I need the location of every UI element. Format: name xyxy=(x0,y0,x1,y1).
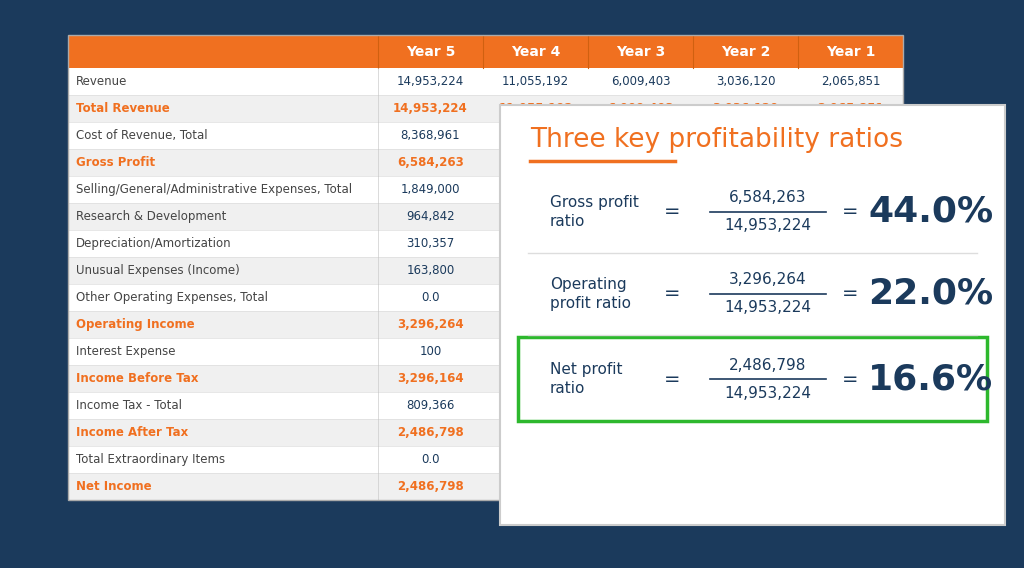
Text: Operating
profit ratio: Operating profit ratio xyxy=(550,277,631,311)
FancyBboxPatch shape xyxy=(68,419,903,446)
Text: 14,953,224: 14,953,224 xyxy=(725,386,811,400)
Text: 6,584,263: 6,584,263 xyxy=(729,190,807,206)
FancyBboxPatch shape xyxy=(68,365,903,392)
Text: Net Income: Net Income xyxy=(76,480,152,493)
FancyBboxPatch shape xyxy=(68,68,903,95)
FancyBboxPatch shape xyxy=(68,203,903,230)
Text: 0.0: 0.0 xyxy=(421,291,439,304)
Text: 964,842: 964,842 xyxy=(407,210,455,223)
Text: =: = xyxy=(842,203,858,222)
Text: Interest Expense: Interest Expense xyxy=(76,345,175,358)
Text: Gross profit
ratio: Gross profit ratio xyxy=(550,195,639,229)
FancyBboxPatch shape xyxy=(68,122,903,149)
Text: Cost of Revenue, Total: Cost of Revenue, Total xyxy=(76,129,208,142)
Text: 3,296,164: 3,296,164 xyxy=(397,372,464,385)
Text: 1,849,000: 1,849,000 xyxy=(400,183,460,196)
FancyBboxPatch shape xyxy=(68,338,903,365)
Text: 2,486,798: 2,486,798 xyxy=(397,480,464,493)
Text: Research & Development: Research & Development xyxy=(76,210,226,223)
Text: =: = xyxy=(842,285,858,303)
Text: 100: 100 xyxy=(420,345,441,358)
Text: Operating Income: Operating Income xyxy=(76,318,195,331)
Text: 163,800: 163,800 xyxy=(407,264,455,277)
Text: Other Operating Expenses, Total: Other Operating Expenses, Total xyxy=(76,291,268,304)
FancyBboxPatch shape xyxy=(68,176,903,203)
FancyBboxPatch shape xyxy=(68,35,903,500)
Text: 44.0%: 44.0% xyxy=(868,195,993,229)
Text: 0.0: 0.0 xyxy=(421,453,439,466)
Text: 22.0%: 22.0% xyxy=(868,277,993,311)
Text: 809,366: 809,366 xyxy=(407,399,455,412)
Text: Year 1: Year 1 xyxy=(825,44,876,59)
FancyBboxPatch shape xyxy=(500,105,1005,525)
Text: 6,009,403: 6,009,403 xyxy=(610,75,671,88)
Text: 3,296,264: 3,296,264 xyxy=(397,318,464,331)
FancyBboxPatch shape xyxy=(68,149,903,176)
Text: Selling/General/Administrative Expenses, Total: Selling/General/Administrative Expenses,… xyxy=(76,183,352,196)
Text: Year 2: Year 2 xyxy=(721,44,770,59)
FancyBboxPatch shape xyxy=(68,446,903,473)
Text: 2,065,851: 2,065,851 xyxy=(817,102,884,115)
Text: Total Revenue: Total Revenue xyxy=(76,102,170,115)
Text: 6,584,263: 6,584,263 xyxy=(397,156,464,169)
Text: 2,065,851: 2,065,851 xyxy=(821,75,881,88)
Text: 11,055,192: 11,055,192 xyxy=(502,75,569,88)
Text: Net profit
ratio: Net profit ratio xyxy=(550,362,623,396)
FancyBboxPatch shape xyxy=(68,284,903,311)
FancyBboxPatch shape xyxy=(68,95,903,122)
Text: 16.6%: 16.6% xyxy=(868,362,993,396)
Text: Total Extraordinary Items: Total Extraordinary Items xyxy=(76,453,225,466)
Text: 3,036,120: 3,036,120 xyxy=(713,102,778,115)
Text: 6,009,403: 6,009,403 xyxy=(607,102,674,115)
Text: Income After Tax: Income After Tax xyxy=(76,426,188,439)
Text: =: = xyxy=(842,370,858,389)
Text: Gross Profit: Gross Profit xyxy=(76,156,155,169)
Text: Unusual Expenses (Income): Unusual Expenses (Income) xyxy=(76,264,240,277)
FancyBboxPatch shape xyxy=(518,337,987,421)
Text: Revenue: Revenue xyxy=(76,75,127,88)
Text: Income Tax - Total: Income Tax - Total xyxy=(76,399,182,412)
FancyBboxPatch shape xyxy=(68,392,903,419)
Text: Depreciation/Amortization: Depreciation/Amortization xyxy=(76,237,231,250)
Text: Year 5: Year 5 xyxy=(406,44,456,59)
Text: =: = xyxy=(664,370,680,389)
Text: 2,486,798: 2,486,798 xyxy=(397,426,464,439)
Text: 2,486,798: 2,486,798 xyxy=(729,357,807,373)
Text: =: = xyxy=(664,285,680,303)
Text: Year 3: Year 3 xyxy=(615,44,666,59)
FancyBboxPatch shape xyxy=(68,230,903,257)
Text: Year 4: Year 4 xyxy=(511,44,560,59)
Text: Three key profitability ratios: Three key profitability ratios xyxy=(530,127,903,153)
Text: 11,055,192: 11,055,192 xyxy=(499,102,572,115)
Text: Income Before Tax: Income Before Tax xyxy=(76,372,199,385)
FancyBboxPatch shape xyxy=(68,35,903,68)
Text: 14,953,224: 14,953,224 xyxy=(393,102,468,115)
FancyBboxPatch shape xyxy=(68,311,903,338)
Text: 310,357: 310,357 xyxy=(407,237,455,250)
FancyBboxPatch shape xyxy=(68,473,903,500)
Text: 3,296,264: 3,296,264 xyxy=(729,273,807,287)
Text: =: = xyxy=(664,203,680,222)
Text: 14,953,224: 14,953,224 xyxy=(725,300,811,315)
Text: 14,953,224: 14,953,224 xyxy=(725,219,811,233)
Text: 14,953,224: 14,953,224 xyxy=(397,75,464,88)
Text: 8,368,961: 8,368,961 xyxy=(400,129,461,142)
Text: 3,036,120: 3,036,120 xyxy=(716,75,775,88)
FancyBboxPatch shape xyxy=(68,257,903,284)
